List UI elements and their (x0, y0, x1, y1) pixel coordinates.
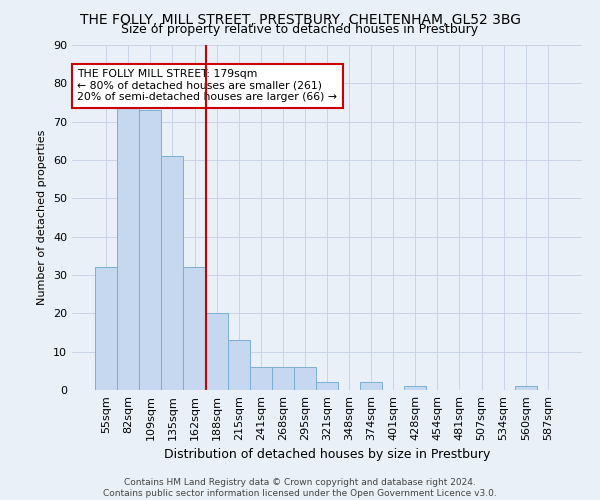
Bar (404, 386, 427, 390)
Bar (316, 382, 338, 390)
Bar (117, 102, 139, 390)
Bar (184, 268, 206, 390)
Bar (360, 382, 382, 390)
Text: THE FOLLY MILL STREET: 179sqm
← 80% of detached houses are smaller (261)
20% of : THE FOLLY MILL STREET: 179sqm ← 80% of d… (77, 69, 337, 102)
Bar (250, 367, 272, 390)
Y-axis label: Number of detached properties: Number of detached properties (37, 130, 47, 305)
Text: Contains HM Land Registry data © Crown copyright and database right 2024.
Contai: Contains HM Land Registry data © Crown c… (103, 478, 497, 498)
Bar (95, 268, 117, 390)
Bar (272, 367, 294, 390)
Bar (161, 156, 184, 390)
Bar (139, 110, 161, 390)
Bar (294, 367, 316, 390)
Bar (515, 386, 537, 390)
Text: THE FOLLY, MILL STREET, PRESTBURY, CHELTENHAM, GL52 3BG: THE FOLLY, MILL STREET, PRESTBURY, CHELT… (79, 12, 521, 26)
X-axis label: Distribution of detached houses by size in Prestbury: Distribution of detached houses by size … (164, 448, 490, 462)
Text: Size of property relative to detached houses in Prestbury: Size of property relative to detached ho… (121, 22, 479, 36)
Bar (206, 314, 227, 390)
Bar (227, 340, 250, 390)
